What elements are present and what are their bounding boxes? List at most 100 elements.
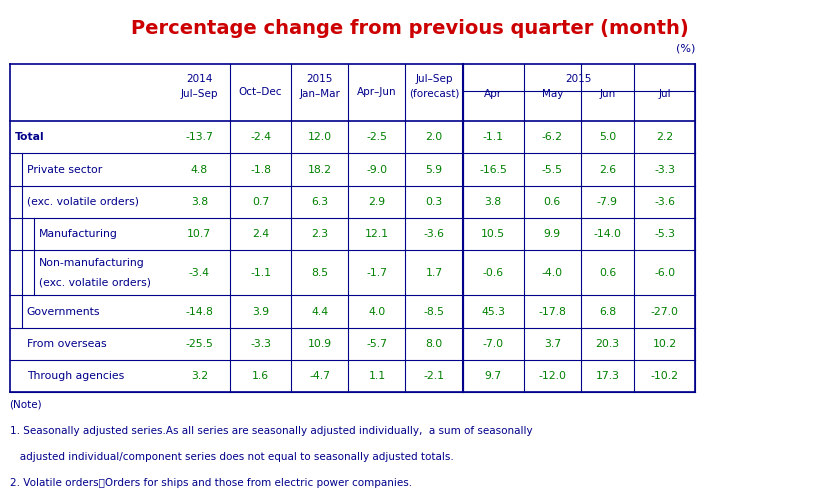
Text: Total: Total [15, 132, 44, 142]
Text: 45.3: 45.3 [482, 307, 505, 317]
Text: -2.4: -2.4 [250, 132, 271, 142]
Text: -1.7: -1.7 [366, 268, 387, 278]
Text: 5.0: 5.0 [599, 132, 616, 142]
Text: -16.5: -16.5 [479, 164, 507, 174]
Text: 20.3: 20.3 [595, 339, 619, 349]
Text: -0.6: -0.6 [482, 268, 504, 278]
Text: 8.0: 8.0 [425, 339, 442, 349]
Text: Jun: Jun [600, 89, 616, 99]
Text: 0.6: 0.6 [599, 268, 616, 278]
Text: 10.5: 10.5 [481, 229, 505, 239]
Text: From overseas: From overseas [27, 339, 106, 349]
Text: 18.2: 18.2 [308, 164, 332, 174]
Text: -17.8: -17.8 [538, 307, 566, 317]
Text: -8.5: -8.5 [423, 307, 445, 317]
Text: 4.8: 4.8 [191, 164, 208, 174]
Text: 2.4: 2.4 [252, 229, 269, 239]
Text: Apr: Apr [484, 89, 502, 99]
Text: 3.8: 3.8 [191, 197, 208, 207]
Text: -3.3: -3.3 [250, 339, 271, 349]
Text: -6.0: -6.0 [654, 268, 675, 278]
Text: 6.3: 6.3 [311, 197, 328, 207]
Text: (forecast): (forecast) [409, 89, 459, 99]
Text: -4.7: -4.7 [310, 371, 330, 381]
Text: Jul–Sep: Jul–Sep [180, 89, 218, 99]
Text: 2014: 2014 [186, 74, 212, 84]
Text: 12.0: 12.0 [308, 132, 332, 142]
Text: 9.9: 9.9 [544, 229, 561, 239]
Text: 0.6: 0.6 [544, 197, 561, 207]
Text: 0.7: 0.7 [252, 197, 269, 207]
Text: 1.6: 1.6 [252, 371, 269, 381]
Text: -7.0: -7.0 [482, 339, 504, 349]
Text: 4.0: 4.0 [369, 307, 386, 317]
Text: 0.3: 0.3 [425, 197, 442, 207]
Text: -12.0: -12.0 [538, 371, 567, 381]
Text: (Note): (Note) [10, 400, 42, 410]
Text: Non-manufacturing: Non-manufacturing [39, 258, 145, 268]
Text: -3.4: -3.4 [189, 268, 210, 278]
Text: 10.9: 10.9 [308, 339, 332, 349]
Text: (exc. volatile orders): (exc. volatile orders) [27, 197, 138, 207]
Text: Private sector: Private sector [27, 164, 102, 174]
Text: 2.0: 2.0 [425, 132, 442, 142]
Text: -6.2: -6.2 [542, 132, 563, 142]
Text: -10.2: -10.2 [650, 371, 679, 381]
Text: 3.7: 3.7 [544, 339, 561, 349]
Text: 1. Seasonally adjusted series.As all series are seasonally adjusted individually: 1. Seasonally adjusted series.As all ser… [10, 426, 532, 436]
Text: 9.7: 9.7 [485, 371, 502, 381]
Text: Apr–Jun: Apr–Jun [357, 87, 396, 97]
Text: Jul–Sep: Jul–Sep [415, 74, 453, 84]
Text: 2.2: 2.2 [656, 132, 673, 142]
Text: 6.8: 6.8 [599, 307, 616, 317]
Text: 8.5: 8.5 [311, 268, 328, 278]
Text: -5.5: -5.5 [542, 164, 563, 174]
Text: (%): (%) [676, 44, 695, 54]
Text: -14.8: -14.8 [185, 307, 213, 317]
Text: -13.7: -13.7 [185, 132, 213, 142]
Text: -4.0: -4.0 [542, 268, 563, 278]
Text: 2015: 2015 [306, 74, 333, 84]
Text: Percentage change from previous quarter (month): Percentage change from previous quarter … [130, 19, 689, 38]
Text: -3.3: -3.3 [654, 164, 675, 174]
Text: 10.7: 10.7 [188, 229, 211, 239]
Text: 1.1: 1.1 [369, 371, 386, 381]
Text: -27.0: -27.0 [650, 307, 679, 317]
Text: -3.6: -3.6 [423, 229, 445, 239]
Text: Jan–Mar: Jan–Mar [299, 89, 340, 99]
Text: Jul: Jul [658, 89, 671, 99]
Text: -1.8: -1.8 [250, 164, 271, 174]
Text: -5.3: -5.3 [654, 229, 675, 239]
Text: 12.1: 12.1 [364, 229, 389, 239]
Text: Oct–Dec: Oct–Dec [239, 87, 283, 97]
Text: 3.9: 3.9 [252, 307, 269, 317]
Text: -2.1: -2.1 [423, 371, 445, 381]
Text: -3.6: -3.6 [654, 197, 675, 207]
Text: Through agencies: Through agencies [27, 371, 124, 381]
Text: 2015: 2015 [566, 74, 592, 84]
Text: 2.3: 2.3 [311, 229, 328, 239]
Text: May: May [541, 89, 563, 99]
Text: adjusted individual/component series does not equal to seasonally adjusted total: adjusted individual/component series doe… [10, 452, 453, 462]
Text: 3.2: 3.2 [191, 371, 208, 381]
Text: -2.5: -2.5 [366, 132, 387, 142]
Text: Manufacturing: Manufacturing [39, 229, 118, 239]
Text: 5.9: 5.9 [425, 164, 442, 174]
Text: 2. Volatile orders：Orders for ships and those from electric power companies.: 2. Volatile orders：Orders for ships and … [10, 477, 412, 487]
Text: -1.1: -1.1 [250, 268, 271, 278]
Text: -1.1: -1.1 [482, 132, 504, 142]
Text: -5.7: -5.7 [366, 339, 387, 349]
Text: 2.6: 2.6 [599, 164, 616, 174]
Text: -14.0: -14.0 [594, 229, 622, 239]
Text: 10.2: 10.2 [653, 339, 676, 349]
Text: -25.5: -25.5 [185, 339, 213, 349]
Text: 1.7: 1.7 [425, 268, 442, 278]
Text: -7.9: -7.9 [597, 197, 618, 207]
Text: 17.3: 17.3 [595, 371, 619, 381]
Text: (exc. volatile orders): (exc. volatile orders) [39, 278, 151, 288]
Text: 2.9: 2.9 [369, 197, 386, 207]
Text: -9.0: -9.0 [366, 164, 387, 174]
Text: 4.4: 4.4 [311, 307, 328, 317]
Text: Governments: Governments [27, 307, 100, 317]
Text: 3.8: 3.8 [485, 197, 502, 207]
